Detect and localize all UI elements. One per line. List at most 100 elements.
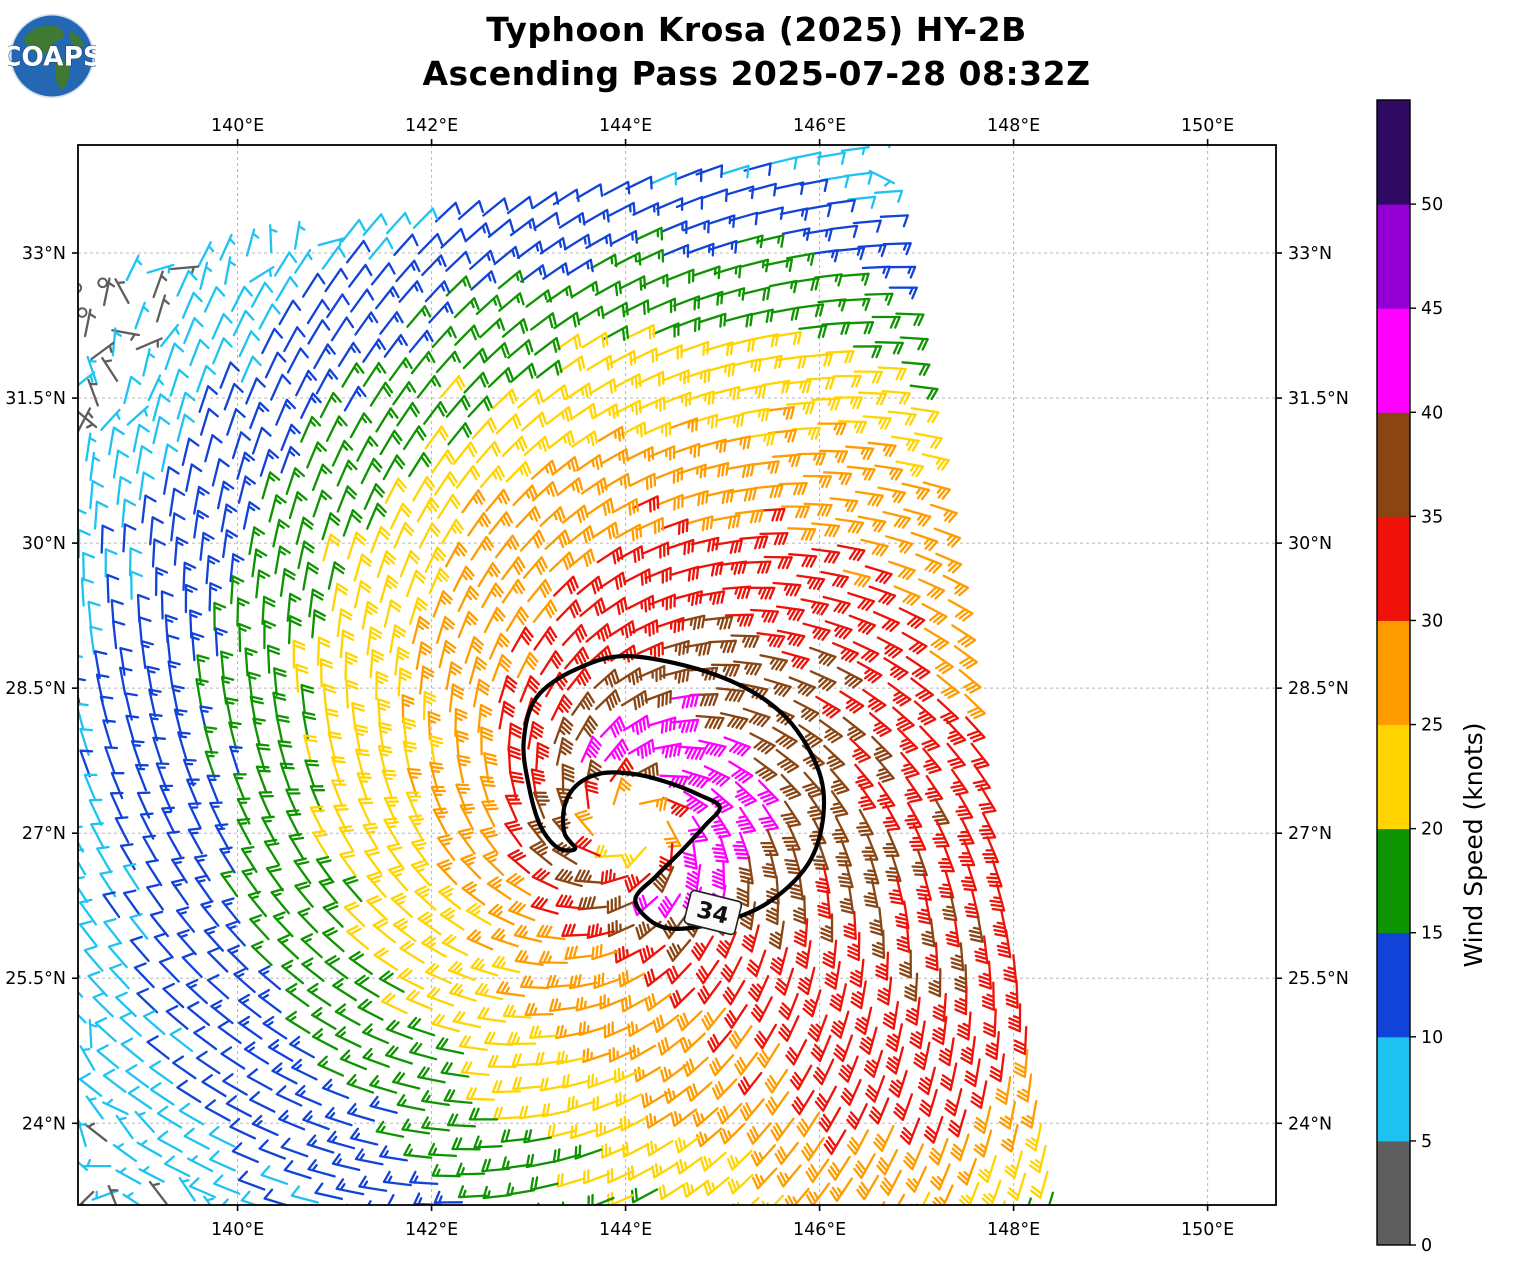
- wind-barb: [396, 1094, 426, 1112]
- wind-barb: [78, 876, 89, 904]
- wind-barb: [601, 448, 629, 464]
- wind-barb: [381, 769, 397, 798]
- wind-barb: [286, 347, 309, 374]
- wind-barb: [681, 769, 710, 789]
- wind-barb: [437, 493, 461, 519]
- wind-barb: [530, 459, 558, 480]
- wind-barb: [523, 1129, 553, 1144]
- wind-barb: [711, 834, 729, 863]
- wind-barb: [582, 208, 610, 225]
- wind-barb: [888, 560, 916, 581]
- axis-ticks: [72, 139, 1282, 1211]
- wind-barb: [661, 1213, 686, 1227]
- wind-barb: [491, 1080, 522, 1094]
- wind-barb: [776, 1164, 802, 1188]
- wind-barb: [263, 838, 281, 866]
- wind-barb: [877, 366, 907, 381]
- wind-barb: [447, 422, 473, 446]
- wind-barb: [657, 893, 682, 919]
- wind-barb: [393, 521, 415, 549]
- wind-barb: [111, 327, 122, 357]
- wind-barb: [220, 650, 234, 680]
- wind-barb: [261, 595, 276, 625]
- wind-barb: [769, 156, 798, 170]
- wind-barb: [392, 917, 417, 943]
- wind-barb: [666, 962, 692, 985]
- wind-barb: [818, 1106, 842, 1133]
- wind-barb: [501, 318, 529, 338]
- wind-barb: [312, 829, 329, 857]
- wind-barb: [173, 536, 189, 566]
- wind-barb: [491, 653, 512, 682]
- wind-barb: [214, 823, 230, 851]
- wind-barb: [857, 783, 877, 811]
- wind-barb: [479, 775, 496, 804]
- wind-barb: [451, 1137, 481, 1151]
- wind-barb: [89, 451, 101, 481]
- wind-barb: [175, 906, 196, 933]
- wind-barb: [221, 1198, 229, 1205]
- wind-barb: [663, 820, 682, 848]
- wind-barb: [87, 378, 99, 407]
- wind-barb: [462, 347, 489, 370]
- wind-barb: [667, 268, 695, 284]
- wind-barb: [440, 1061, 470, 1078]
- wind-barb: [167, 660, 181, 690]
- wind-barb: [530, 896, 559, 915]
- wind-barb: [587, 497, 615, 516]
- wind-barb: [491, 955, 521, 974]
- wind-barb: [550, 694, 573, 721]
- wind-barb: [953, 645, 979, 670]
- lon-tick-label-top: 144°E: [599, 116, 652, 136]
- wind-barb: [809, 670, 837, 692]
- wind-barb: [589, 378, 617, 395]
- wind-barb: [474, 982, 504, 1001]
- wind-barb: [248, 526, 266, 556]
- wind-barb: [375, 670, 389, 701]
- wind-barb: [566, 667, 592, 691]
- wind-barb: [922, 481, 952, 500]
- colorbar-tick-label: 50: [1421, 195, 1443, 215]
- wind-barb: [406, 767, 422, 796]
- wind-barb: [339, 1049, 368, 1071]
- wind-barb: [416, 375, 442, 399]
- wind-barb: [255, 743, 271, 772]
- wind-barb: [434, 201, 461, 223]
- wind-barb: [184, 583, 198, 614]
- wind-barb: [453, 297, 480, 319]
- wind-barb: [720, 956, 743, 983]
- wind-barb: [621, 846, 647, 869]
- wind-barb: [827, 1155, 851, 1181]
- wind-barb: [177, 731, 191, 760]
- wind-barb: [781, 650, 810, 670]
- wind-barb: [424, 963, 452, 985]
- wind-barb: [238, 330, 261, 358]
- lat-tick-label-left: 31.5°N: [5, 389, 66, 409]
- wind-barb: [613, 1067, 642, 1084]
- wind-barb: [483, 606, 506, 634]
- wind-barb: [734, 781, 758, 807]
- wind-barb: [162, 982, 185, 1009]
- wind-barb: [612, 777, 632, 806]
- wind-barb: [899, 1117, 921, 1146]
- wind-barb: [695, 714, 725, 730]
- wind-barb: [470, 270, 497, 291]
- wind-barb: [394, 646, 410, 676]
- wind-barb: [620, 994, 649, 1013]
- wind-barb: [853, 370, 883, 384]
- wind-barb: [159, 784, 174, 812]
- wind-barb: [703, 765, 731, 787]
- wind-barb: [542, 262, 570, 280]
- wind-barb: [664, 1085, 691, 1104]
- wind-barb: [122, 889, 141, 917]
- wind-barb: [361, 1023, 390, 1045]
- wind-barb: [383, 817, 400, 845]
- wind-barb: [185, 463, 203, 493]
- wind-barb: [301, 957, 325, 982]
- wind-barb: [193, 485, 210, 515]
- wind-barb: [686, 242, 715, 257]
- wind-barb: [913, 1041, 931, 1071]
- wind-barb: [136, 987, 159, 1014]
- wind-barb: [928, 968, 942, 998]
- wind-barb: [102, 891, 121, 919]
